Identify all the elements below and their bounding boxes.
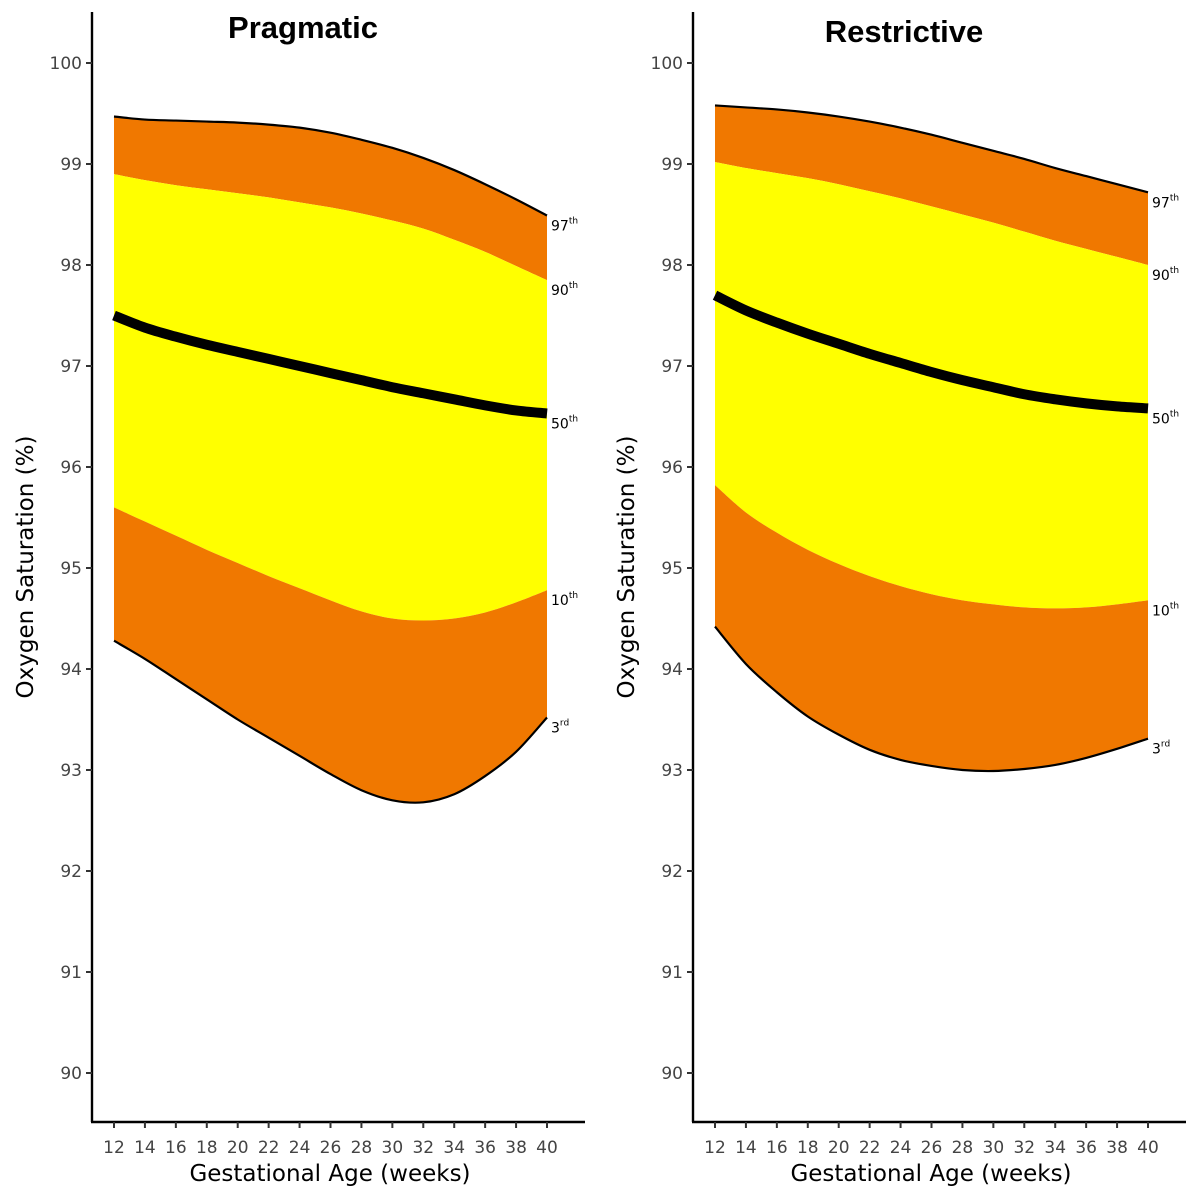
y-tick-label: 91 xyxy=(661,963,683,983)
y-tick-label: 93 xyxy=(60,761,82,781)
line-3rd xyxy=(113,639,548,804)
y-tick-label: 96 xyxy=(661,458,683,478)
x-tick-label: 28 xyxy=(351,1138,373,1158)
x-axis-title: Gestational Age (weeks) xyxy=(790,1161,1071,1187)
x-tick-label: 16 xyxy=(165,1138,187,1158)
x-tick-label: 28 xyxy=(952,1138,974,1158)
line-97th xyxy=(113,115,548,217)
line-50th xyxy=(112,310,548,419)
x-tick-label: 24 xyxy=(289,1138,311,1158)
y-axis-title: Oxygen Saturation (%) xyxy=(614,436,640,699)
band-3-10 xyxy=(715,485,1148,772)
band-90-97 xyxy=(114,116,547,281)
x-tick-label: 30 xyxy=(382,1138,404,1158)
y-tick-label: 97 xyxy=(60,357,82,377)
chart-title: Pragmatic xyxy=(228,10,378,45)
axes: 90 91 92 93 94 95 96 97 98 99 100 12 14 16 18 20 22 24 26 2… xyxy=(50,12,585,1158)
percentile-labels: 97th 90th 50th 10th 3rd xyxy=(551,217,578,737)
x-tick-label: 12 xyxy=(704,1138,726,1158)
percentile-label: 97th xyxy=(1152,193,1179,211)
line-3rd xyxy=(714,625,1149,773)
y-tick-label: 93 xyxy=(661,761,683,781)
x-tick-label: 18 xyxy=(196,1138,218,1158)
x-tick-label: 26 xyxy=(320,1138,342,1158)
y-tick-label: 99 xyxy=(661,155,683,175)
percentile-label: 3rd xyxy=(1152,740,1170,758)
x-tick-label: 32 xyxy=(412,1138,434,1158)
x-tick-label: 16 xyxy=(766,1138,788,1158)
percentile-bands xyxy=(112,115,548,804)
y-tick-label: 94 xyxy=(661,660,683,680)
pragmatic-chart-panel: Pragmatic Oxygen Saturation (%) Gestatio… xyxy=(13,10,585,1187)
band-10-90 xyxy=(715,161,1148,609)
band-10-90 xyxy=(114,174,547,621)
y-tick-label: 100 xyxy=(50,54,82,74)
y-tick-label: 98 xyxy=(661,256,683,276)
percentile-label: 90th xyxy=(1152,266,1179,284)
y-tick-label: 92 xyxy=(60,862,82,882)
x-tick-label: 12 xyxy=(103,1138,125,1158)
y-tick-label: 90 xyxy=(60,1064,82,1084)
y-tick-label: 97 xyxy=(661,357,683,377)
percentile-label: 3rd xyxy=(551,718,569,736)
x-tick-label: 34 xyxy=(1044,1138,1066,1158)
x-tick-label: 26 xyxy=(921,1138,943,1158)
percentile-label: 50th xyxy=(551,414,578,432)
x-axis-title: Gestational Age (weeks) xyxy=(189,1161,470,1187)
percentile-label: 10th xyxy=(1152,601,1179,619)
y-tick-label: 96 xyxy=(60,458,82,478)
x-tick-label: 38 xyxy=(505,1138,527,1158)
percentile-labels: 97th 90th 50th 10th 3rd xyxy=(1152,193,1179,757)
band-90-97 xyxy=(715,105,1148,265)
x-tick-label: 40 xyxy=(1137,1138,1159,1158)
line-50th xyxy=(712,290,1149,414)
percentile-label: 90th xyxy=(551,281,578,299)
x-tick-label: 38 xyxy=(1106,1138,1128,1158)
y-tick-label: 94 xyxy=(60,660,82,680)
axes: 90 91 92 93 94 95 96 97 98 99 100 12 14 16 18 20 22 24 26 2… xyxy=(651,12,1186,1158)
y-tick-label: 99 xyxy=(60,155,82,175)
x-tick-label: 20 xyxy=(828,1138,850,1158)
y-tick-label: 100 xyxy=(651,54,683,74)
restrictive-chart-panel: Restrictive Oxygen Saturation (%) Gestat… xyxy=(614,12,1186,1187)
y-tick-label: 95 xyxy=(661,559,683,579)
y-tick-label: 91 xyxy=(60,963,82,983)
x-tick-label: 34 xyxy=(443,1138,465,1158)
y-tick-label: 98 xyxy=(60,256,82,276)
x-tick-label: 24 xyxy=(890,1138,912,1158)
x-tick-label: 22 xyxy=(859,1138,881,1158)
line-97th xyxy=(714,104,1149,194)
chart-title: Restrictive xyxy=(825,14,984,49)
x-tick-label: 22 xyxy=(258,1138,280,1158)
x-tick-label: 20 xyxy=(227,1138,249,1158)
x-tick-label: 14 xyxy=(134,1138,156,1158)
x-tick-label: 36 xyxy=(1075,1138,1097,1158)
x-tick-label: 30 xyxy=(983,1138,1005,1158)
x-tick-label: 40 xyxy=(536,1138,558,1158)
x-tick-label: 14 xyxy=(735,1138,757,1158)
percentile-label: 97th xyxy=(551,217,578,235)
percentile-label: 10th xyxy=(551,591,578,609)
y-tick-label: 90 xyxy=(661,1064,683,1084)
x-tick-label: 36 xyxy=(474,1138,496,1158)
x-tick-label: 32 xyxy=(1013,1138,1035,1158)
percentile-label: 50th xyxy=(1152,409,1179,427)
y-tick-label: 95 xyxy=(60,559,82,579)
percentile-bands xyxy=(712,104,1149,773)
x-tick-label: 18 xyxy=(797,1138,819,1158)
y-axis-title: Oxygen Saturation (%) xyxy=(13,436,39,699)
band-3-10 xyxy=(114,507,547,803)
y-tick-label: 92 xyxy=(661,862,683,882)
